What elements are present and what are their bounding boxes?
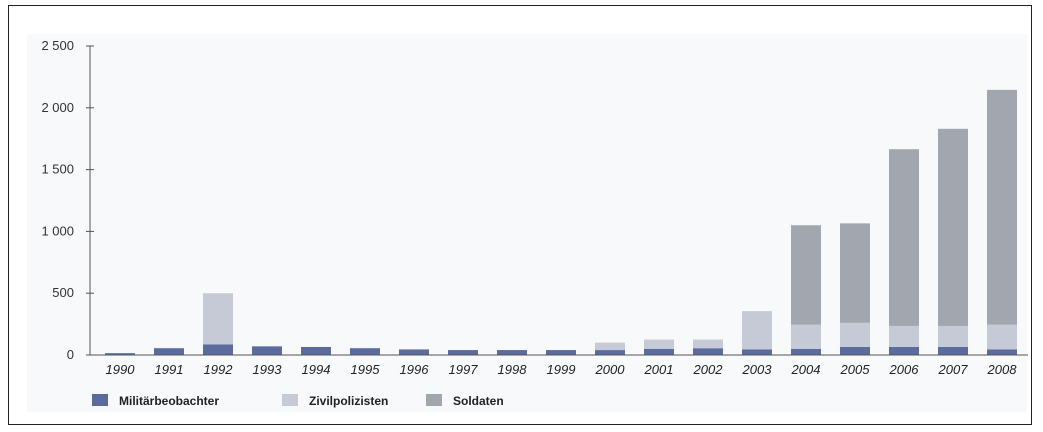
legend-label: Soldaten	[453, 394, 504, 408]
y-tick-label: 500	[52, 285, 74, 300]
x-tick-label: 2000	[595, 362, 626, 377]
legend-label: Zivilpolizisten	[309, 394, 388, 408]
x-axis: 1990 1991 1992 1993 1994 1995 1996 1997 1998 1999…	[90, 354, 1028, 377]
bar-segment-milit-rbeobachter-2006	[889, 346, 919, 355]
bar-segment-soldaten-2007	[938, 128, 968, 326]
x-tick-label: 1998	[498, 362, 528, 377]
bar-segment-zivilpolizisten-2000	[595, 342, 625, 351]
y-tick-label: 1 000	[41, 223, 74, 238]
x-tick-label: 1996	[400, 362, 430, 377]
bar-segment-zivilpolizisten-2004	[791, 324, 821, 349]
x-tick-label: 2006	[889, 362, 920, 377]
y-tick-label: 2 000	[41, 100, 74, 115]
x-tick-label: 2005	[840, 362, 871, 377]
legend-swatch	[282, 394, 298, 406]
bar-segment-milit-rbeobachter-1995	[350, 348, 380, 355]
x-tick-label: 1995	[351, 362, 381, 377]
x-tick-label: 2003	[742, 362, 773, 377]
bar-segment-milit-rbeobachter-1997	[448, 350, 478, 355]
x-tick-label: 1993	[253, 362, 283, 377]
x-tick-label: 1990	[106, 362, 136, 377]
bar-segment-milit-rbeobachter-2003	[742, 349, 772, 355]
y-tick-label: 0	[67, 347, 74, 362]
bar-segment-milit-rbeobachter-2008	[987, 349, 1017, 355]
x-tick-label: 2007	[938, 362, 969, 377]
bar-segment-zivilpolizisten-2007	[938, 325, 968, 347]
x-tick-label: 2004	[791, 362, 821, 377]
bar-segment-zivilpolizisten-2003	[742, 311, 772, 350]
x-tick-label: 1992	[204, 362, 234, 377]
bar-segment-milit-rbeobachter-1991	[154, 348, 184, 355]
bar-segment-soldaten-2005	[840, 223, 870, 323]
bar-segment-milit-rbeobachter-2002	[693, 348, 723, 355]
x-tick-label: 2008	[987, 362, 1018, 377]
bar-segment-milit-rbeobachter-1998	[497, 350, 527, 355]
bars	[105, 89, 1017, 355]
bar-segment-milit-rbeobachter-1994	[301, 346, 331, 355]
x-tick-label: 2002	[693, 362, 724, 377]
bar-segment-soldaten-2004	[791, 225, 821, 325]
y-tick-label: 2 500	[41, 38, 74, 53]
y-axis: 0 500 1 000 1 500 2 000 2 500	[41, 38, 94, 362]
bar-segment-milit-rbeobachter-1990	[105, 353, 135, 355]
bar-segment-milit-rbeobachter-1993	[252, 346, 282, 355]
bar-segment-milit-rbeobachter-2005	[840, 346, 870, 355]
bar-segment-zivilpolizisten-2001	[644, 339, 674, 349]
legend-swatch	[92, 394, 108, 406]
bar-segment-milit-rbeobachter-1996	[399, 349, 429, 355]
y-tick-label: 1 500	[41, 162, 74, 177]
bar-segment-soldaten-2008	[987, 89, 1017, 325]
x-tick-label: 1997	[449, 362, 479, 377]
bar-segment-zivilpolizisten-1992	[203, 293, 233, 345]
legend: Militärbeobachter Zivilpolizisten Soldaten	[92, 394, 504, 408]
bar-segment-milit-rbeobachter-1999	[546, 350, 576, 355]
x-tick-label: 2001	[644, 362, 674, 377]
bar-segment-milit-rbeobachter-1992	[203, 344, 233, 355]
bar-segment-soldaten-2006	[889, 149, 919, 326]
legend-swatch	[426, 394, 442, 406]
x-tick-label: 1994	[302, 362, 331, 377]
bar-segment-zivilpolizisten-2005	[840, 322, 870, 347]
bar-segment-milit-rbeobachter-2001	[644, 348, 674, 355]
x-tick-label: 1999	[547, 362, 576, 377]
bar-segment-zivilpolizisten-2002	[693, 339, 723, 349]
x-tick-label: 1991	[155, 362, 184, 377]
legend-label: Militärbeobachter	[119, 394, 219, 408]
bar-segment-milit-rbeobachter-2004	[791, 348, 821, 355]
bar-segment-zivilpolizisten-2008	[987, 324, 1017, 350]
bar-segment-milit-rbeobachter-2007	[938, 346, 968, 355]
bar-segment-zivilpolizisten-2006	[889, 325, 919, 347]
bar-segment-milit-rbeobachter-2000	[595, 350, 625, 355]
